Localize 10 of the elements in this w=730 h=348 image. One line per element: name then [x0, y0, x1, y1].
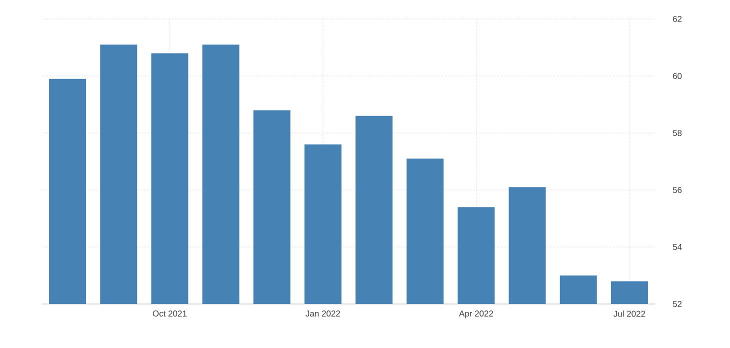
y-tick-label: 58	[672, 130, 682, 136]
x-tick-label: Jan 2022	[306, 310, 340, 317]
y-tick-label: 60	[672, 72, 682, 80]
y-tick-label: 52	[672, 301, 682, 308]
y-tick-label: 54	[672, 244, 682, 250]
y-tick-label: 62	[672, 16, 682, 22]
x-tick-label: Apr 2022	[458, 310, 494, 318]
x-tick-label: Jul 2022	[614, 310, 646, 317]
x-tick-label: Oct 2021	[152, 310, 187, 317]
y-tick-label: 56	[672, 186, 682, 194]
